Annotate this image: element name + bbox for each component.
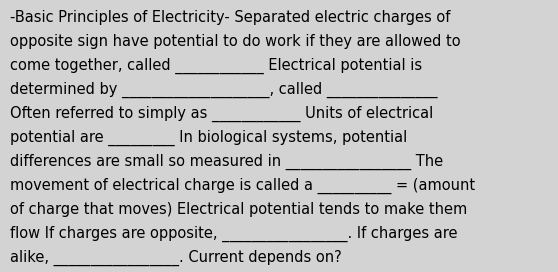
- Text: determined by ____________________, called _______________: determined by ____________________, call…: [10, 82, 437, 98]
- Text: potential are _________ In biological systems, potential: potential are _________ In biological sy…: [10, 130, 407, 146]
- Text: opposite sign have potential to do work if they are allowed to: opposite sign have potential to do work …: [10, 34, 461, 49]
- Text: movement of electrical charge is called a __________ = (amount: movement of electrical charge is called …: [10, 178, 475, 194]
- Text: flow If charges are opposite, _________________. If charges are: flow If charges are opposite, __________…: [10, 226, 458, 242]
- Text: -Basic Principles of Electricity- Separated electric charges of: -Basic Principles of Electricity- Separa…: [10, 10, 450, 25]
- Text: Often referred to simply as ____________ Units of electrical: Often referred to simply as ____________…: [10, 106, 434, 122]
- Text: differences are small so measured in _________________ The: differences are small so measured in ___…: [10, 154, 443, 170]
- Text: come together, called ____________ Electrical potential is: come together, called ____________ Elect…: [10, 58, 422, 75]
- Text: alike, _________________. Current depends on?: alike, _________________. Current depend…: [10, 250, 342, 266]
- Text: of charge that moves) Electrical potential tends to make them: of charge that moves) Electrical potenti…: [10, 202, 467, 217]
